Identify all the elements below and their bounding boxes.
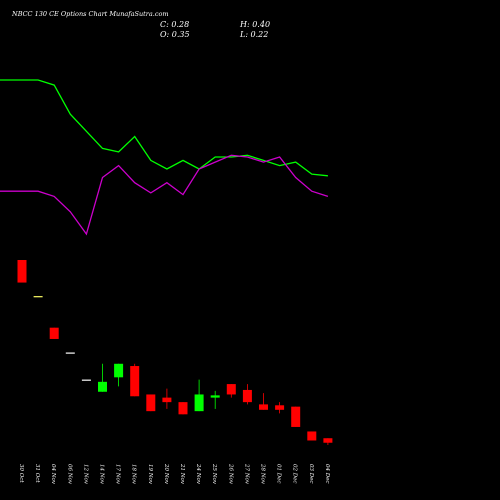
x-tick-label: 20 Nov <box>163 463 169 485</box>
x-tick-label: 24 Nov <box>195 463 201 485</box>
candle-body <box>323 438 333 443</box>
x-tick-label: 03 Dec <box>308 464 314 484</box>
candle-body <box>210 395 220 398</box>
candle <box>226 384 236 398</box>
candle-body <box>242 389 252 403</box>
candle <box>210 390 220 409</box>
x-tick-label: 21 Nov <box>179 463 185 485</box>
candle-body <box>130 366 140 397</box>
x-tick-label: 02 Dec <box>292 464 298 484</box>
candles <box>17 260 333 445</box>
candle-body <box>17 260 27 283</box>
candle <box>162 388 172 409</box>
x-tick-label: 28 Nov <box>260 463 266 485</box>
candle <box>178 402 188 415</box>
candle <box>65 352 75 354</box>
candle <box>146 394 156 412</box>
x-tick-label: 19 Nov <box>147 464 153 485</box>
candle-body <box>49 327 59 339</box>
candle <box>259 393 268 410</box>
candle <box>33 296 43 298</box>
x-tick-label: 27 Nov <box>243 463 249 485</box>
x-tick-label: 18 Nov <box>131 464 137 485</box>
candle-body <box>162 397 172 403</box>
x-tick-label: 04 Nov <box>50 464 56 485</box>
open-readout: O: 0.35 <box>160 30 190 39</box>
candle-body <box>259 404 268 410</box>
candle-body <box>291 406 301 427</box>
candle <box>242 384 252 405</box>
candle-body <box>275 405 285 410</box>
green-indicator-line <box>0 79 328 177</box>
x-tick-label: 25 Nov <box>211 463 217 485</box>
candle-body <box>307 431 317 441</box>
x-tick-label: 31 Oct <box>34 464 40 483</box>
high-readout: H: 0.40 <box>240 20 271 29</box>
candle-body <box>98 381 107 392</box>
candle <box>275 402 285 414</box>
chart-title: NBCC 130 CE Options Chart MunafaSutra.co… <box>12 10 169 18</box>
candle-body <box>178 402 188 415</box>
candle-body <box>65 352 75 354</box>
x-tick-label: 26 Nov <box>227 463 233 485</box>
candle <box>130 363 140 397</box>
candle <box>81 379 91 381</box>
candle-body <box>114 363 124 378</box>
candle <box>307 431 317 441</box>
close-readout: C: 0.28 <box>160 20 190 29</box>
candle <box>114 363 124 387</box>
x-axis-labels: 30 Oct 31 Oct 04 Nov 06 Nov 12 Nov 14 Nov 17 N… <box>18 463 330 485</box>
magenta-indicator-line <box>0 154 329 236</box>
candle <box>98 363 107 392</box>
candle-body <box>146 394 156 412</box>
candle-body <box>33 296 43 298</box>
candle <box>323 438 333 445</box>
x-tick-label: 30 Oct <box>18 464 24 483</box>
candle-body <box>81 379 91 381</box>
candle-body <box>226 384 236 395</box>
candle <box>49 327 59 339</box>
x-tick-label: 14 Nov <box>99 464 105 485</box>
x-tick-label: 06 Nov <box>66 464 72 485</box>
x-tick-label: 17 Nov <box>115 464 121 485</box>
x-tick-label: 12 Nov <box>82 464 88 485</box>
candle <box>194 379 204 412</box>
x-tick-label: 01 Dec <box>276 464 282 484</box>
candle-body <box>194 394 204 412</box>
low-readout: L: 0.22 <box>240 30 269 39</box>
candle <box>17 260 27 283</box>
candle <box>291 406 301 427</box>
indicator-lines <box>0 79 329 236</box>
x-tick-label: 04 Dec <box>324 464 330 484</box>
